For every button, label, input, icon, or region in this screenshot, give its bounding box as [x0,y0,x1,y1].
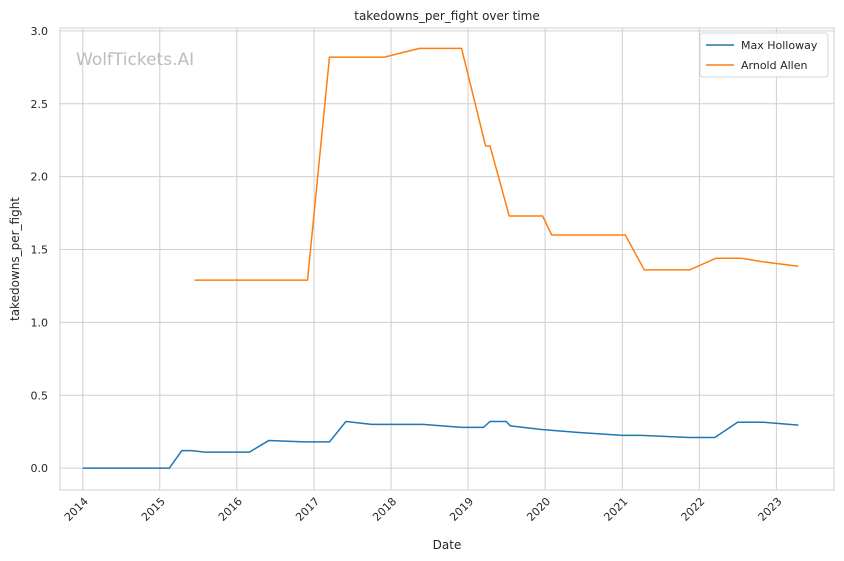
y-tick-label: 1.5 [31,244,49,257]
legend-box [699,32,829,78]
series-line-1 [194,47,799,281]
plot-frame [59,27,835,491]
legend-label: Max Holloway [741,39,818,52]
chart-title: takedowns_per_fight over time [354,9,540,23]
x-axis-label: Date [433,538,462,552]
y-tick-label: 0.0 [31,462,49,475]
watermark: WolfTickets.AI [76,50,194,70]
legend: Max Holloway Arnold Allen [699,32,829,78]
grid [60,28,834,490]
y-axis-label: takedowns_per_fight [8,197,22,321]
y-tick-label: 2.5 [31,98,49,111]
y-tick-label: 0.5 [31,389,49,402]
series-layer [82,47,799,469]
series-line-0 [82,420,799,469]
y-tick-label: 3.0 [31,25,49,38]
y-tick-label: 1.0 [31,316,49,329]
legend-label: Arnold Allen [741,59,807,72]
y-tick-label: 2.0 [31,171,49,184]
